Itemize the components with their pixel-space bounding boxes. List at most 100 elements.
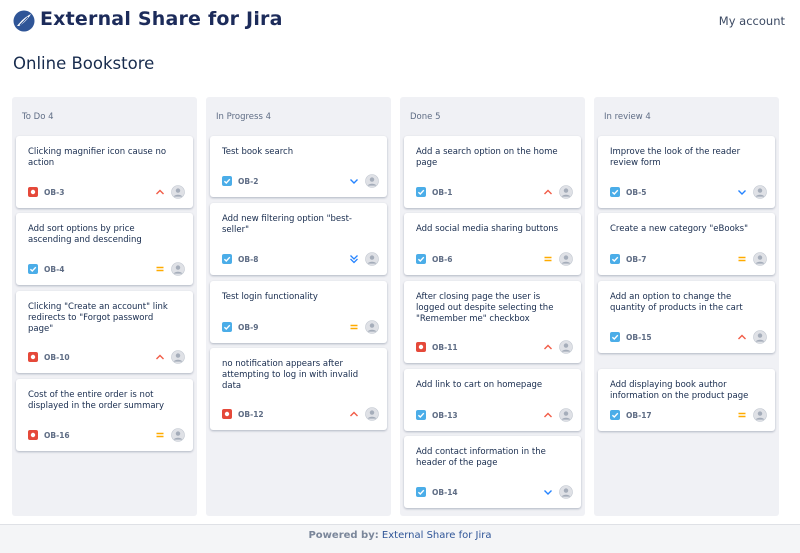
issue-key[interactable]: OB-6 [432,255,453,264]
priority-low-icon [543,485,553,499]
issue-key[interactable]: OB-11 [432,343,458,352]
card-footer: OB-13 [416,408,573,422]
issue-card[interactable]: Test book search OB-2 [210,136,387,197]
card-summary: Add link to cart on homepage [416,380,543,390]
app-title[interactable]: External Share for Jira [40,8,283,30]
card-footer: OB-4 [28,262,185,276]
priority-low-icon [737,185,747,199]
unassigned-avatar-icon [171,350,185,364]
column-count: 4 [48,112,54,122]
unassigned-avatar-icon [365,252,379,266]
card-summary: Cost of the entire order is not displaye… [28,390,165,411]
issue-key[interactable]: OB-3 [44,188,65,197]
task-icon [222,322,232,332]
issue-key[interactable]: OB-2 [238,177,259,186]
column-name: To Do [22,112,46,122]
card-footer: OB-5 [610,185,767,199]
card-summary: Add an option to change the quantity of … [610,292,743,313]
external-share-footer-link[interactable]: External Share for Jira [381,530,492,541]
issue-card[interactable]: Create a new category "eBooks" OB-7 [598,213,775,275]
bug-icon [222,409,232,419]
card-footer: OB-14 [416,485,573,499]
card-summary: After closing page the user is logged ou… [416,292,554,324]
issue-card[interactable]: Add a search option on the home page OB-1 [404,136,581,208]
card-footer: OB-8 [222,252,379,266]
board-column: To Do 4 Clicking magnifier icon cause no … [12,97,197,516]
board-column: In review 4 Improve the look of the reade… [594,97,779,516]
card-footer: OB-6 [416,252,573,266]
issue-card[interactable]: Add new filtering option "best-seller" OB… [210,203,387,275]
priority-high-icon [349,407,359,421]
issue-key[interactable]: OB-8 [238,255,259,264]
priority-medium-icon [349,320,359,334]
issue-card[interactable]: After closing page the user is logged ou… [404,281,581,363]
issue-card[interactable]: Add displaying book author information o… [598,369,775,431]
issue-card[interactable]: no notification appears after attempting… [210,348,387,430]
column-header: To Do 4 [22,112,54,122]
column-count: 5 [435,112,441,122]
issue-card[interactable]: Cost of the entire order is not displaye… [16,379,193,451]
task-icon [416,187,426,197]
priority-high-icon [737,330,747,344]
task-icon [610,332,620,342]
issue-card[interactable]: Clicking magnifier icon cause no action O… [16,136,193,208]
card-footer: OB-12 [222,407,379,421]
card-summary: Improve the look of the reader review fo… [610,147,741,168]
unassigned-avatar-icon [559,485,573,499]
powered-by-label: Powered by: [308,530,379,541]
issue-key[interactable]: OB-7 [626,255,647,264]
priority-medium-icon [155,428,165,442]
task-icon [28,264,38,274]
card-footer: OB-1 [416,185,573,199]
unassigned-avatar-icon [171,428,185,442]
unassigned-avatar-icon [753,252,767,266]
card-summary: Test book search [222,147,294,157]
issue-key[interactable]: OB-1 [432,188,453,197]
priority-high-icon [155,350,165,364]
issue-key[interactable]: OB-12 [238,410,264,419]
priority-medium-icon [543,252,553,266]
issue-card[interactable]: Add social media sharing buttons OB-6 [404,213,581,275]
board-title: Online Bookstore [13,54,155,73]
issue-card[interactable]: Add sort options by price ascending and … [16,213,193,285]
issue-key[interactable]: OB-13 [432,411,458,420]
issue-key[interactable]: OB-14 [432,488,458,497]
column-header: In review 4 [604,112,651,122]
issue-key[interactable]: OB-5 [626,188,647,197]
column-count: 4 [265,112,271,122]
card-footer: OB-3 [28,185,185,199]
issue-card[interactable]: Add link to cart on homepage OB-13 [404,369,581,431]
my-account-link[interactable]: My account [718,14,785,28]
issue-card[interactable]: Clicking "Create an account" link redire… [16,291,193,373]
card-summary: Add social media sharing buttons [416,224,559,234]
bug-icon [416,342,426,352]
bug-icon [28,187,38,197]
column-name: In review [604,112,643,122]
issue-key[interactable]: OB-15 [626,333,652,342]
issue-key[interactable]: OB-10 [44,353,70,362]
card-footer: OB-15 [610,330,767,344]
issue-key[interactable]: OB-4 [44,265,65,274]
issue-key[interactable]: OB-9 [238,323,259,332]
issue-card[interactable]: Add an option to change the quantity of … [598,281,775,353]
task-icon [416,487,426,497]
issue-card[interactable]: Improve the look of the reader review fo… [598,136,775,208]
priority-low-icon [349,174,359,188]
column-header: In Progress 4 [216,112,271,122]
issue-card[interactable]: Test login functionality OB-9 [210,281,387,343]
bug-icon [28,352,38,362]
issue-key[interactable]: OB-17 [626,411,652,420]
unassigned-avatar-icon [365,174,379,188]
priority-high-icon [155,185,165,199]
card-summary: Clicking magnifier icon cause no action [28,147,167,168]
card-footer: OB-16 [28,428,185,442]
external-share-logo-icon[interactable] [13,10,35,32]
app-header: External Share for Jira My account [0,0,800,44]
bug-icon [28,430,38,440]
issue-card[interactable]: Add contact information in the header of… [404,436,581,508]
issue-key[interactable]: OB-16 [44,431,70,440]
priority-lowest-icon [349,252,359,266]
column-header: Done 5 [410,112,441,122]
priority-high-icon [543,340,553,354]
priority-medium-icon [737,408,747,422]
